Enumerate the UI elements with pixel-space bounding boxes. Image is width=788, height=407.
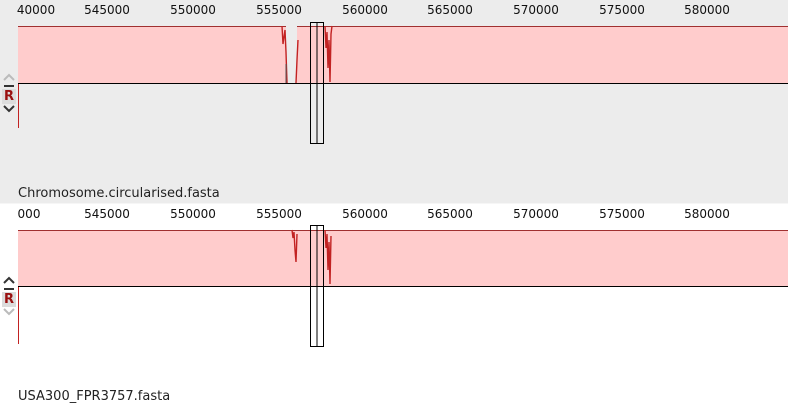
minus-icon[interactable] <box>4 288 14 290</box>
ruler-tick: 570000 <box>513 3 559 17</box>
ruler-tick: 565000 <box>427 3 473 17</box>
low-similarity-region <box>286 26 297 83</box>
chevron-down-icon[interactable] <box>2 307 16 317</box>
chevron-up-icon[interactable] <box>2 275 16 285</box>
sequence-name: Chromosome.circularised.fasta <box>18 186 220 201</box>
similarity-plot[interactable] <box>0 204 788 407</box>
ruler-tick: 555000 <box>256 207 302 221</box>
similarity-block <box>18 26 788 83</box>
chevron-down-icon[interactable] <box>2 104 16 114</box>
coordinate-ruler: 000 545000 550000 555000 560000 565000 5… <box>0 204 788 226</box>
ruler-tick: 545000 <box>84 3 130 17</box>
similarity-dip <box>291 229 298 263</box>
coordinate-ruler: 40000 545000 550000 555000 560000 565000… <box>0 0 788 22</box>
panel-controls: R <box>0 72 18 114</box>
ruler-tick: 40000 <box>16 3 56 17</box>
similarity-plot[interactable] <box>0 0 788 204</box>
ruler-tick: 580000 <box>684 3 730 17</box>
ruler-tick: 555000 <box>256 3 302 17</box>
ruler-tick: 560000 <box>342 207 388 221</box>
similarity-dip <box>324 229 332 285</box>
ruler-tick: 545000 <box>84 207 130 221</box>
reverse-button[interactable]: R <box>2 89 16 104</box>
ruler-tick: 575000 <box>599 207 645 221</box>
ruler-tick: 550000 <box>170 3 216 17</box>
ruler-tick: 000 <box>17 207 41 221</box>
ruler-tick: 550000 <box>170 207 216 221</box>
ruler-tick: 575000 <box>599 3 645 17</box>
reverse-button[interactable]: R <box>2 292 16 307</box>
sequence-name: USA300_FPR3757.fasta <box>18 389 171 404</box>
alignment-panel-chromosome: 40000 545000 550000 555000 560000 565000… <box>0 0 788 204</box>
ruler-tick: 565000 <box>427 207 473 221</box>
minus-icon[interactable] <box>4 85 14 87</box>
alignment-panel-usa300: 000 545000 550000 555000 560000 565000 5… <box>0 204 788 407</box>
ruler-tick: 570000 <box>513 207 559 221</box>
ruler-tick: 560000 <box>342 3 388 17</box>
similarity-dip <box>324 25 333 83</box>
similarity-block <box>18 230 788 286</box>
panel-controls: R <box>0 275 18 317</box>
similarity-dip <box>281 25 299 84</box>
ruler-tick: 580000 <box>684 207 730 221</box>
chevron-up-icon[interactable] <box>2 72 16 82</box>
